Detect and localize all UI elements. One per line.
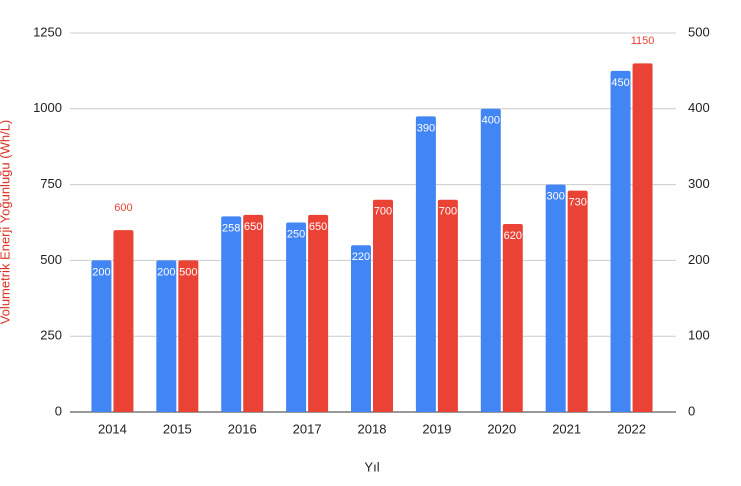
bar (567, 190, 588, 412)
y-tick-label: 250 (40, 328, 62, 343)
x-tick-label: 2017 (293, 421, 322, 436)
bar (178, 260, 199, 412)
y-tick-label: 750 (40, 176, 62, 191)
bar (610, 70, 631, 413)
data-label: 650 (244, 221, 262, 233)
data-label: 220 (352, 251, 370, 263)
x-tick-label: 2015 (163, 421, 192, 436)
bar (113, 230, 134, 412)
bar (156, 260, 177, 412)
data-label: 600 (114, 202, 132, 214)
data-label: 700 (374, 206, 392, 218)
bar (286, 222, 307, 412)
y2-tick-label: 200 (688, 252, 710, 267)
data-label: 258 (222, 222, 240, 234)
bar (415, 116, 436, 412)
bar (221, 216, 242, 412)
bar (502, 224, 523, 412)
bar (545, 184, 566, 412)
x-tick-label: 2014 (98, 421, 127, 436)
bar (437, 199, 458, 412)
x-tick-label: 2019 (422, 421, 451, 436)
y-tick-label: 0 (55, 403, 62, 418)
y2-tick-label: 500 (688, 24, 710, 39)
bar (91, 260, 112, 412)
bar (373, 199, 393, 412)
y2-tick-label: 300 (688, 176, 710, 191)
x-tick-label: 2022 (617, 421, 646, 436)
y-axis-title: Volumetrik Enerji Yoğunluğu (Wh/L) (0, 120, 12, 325)
y2-tick-label: 100 (688, 328, 710, 343)
data-label: 450 (611, 77, 629, 89)
y-tick-label: 1000 (33, 100, 62, 115)
x-axis-title: Yıl (364, 459, 379, 474)
x-tick-label: 2018 (358, 421, 387, 436)
y2-tick-label: 400 (688, 100, 710, 115)
data-label: 390 (417, 122, 435, 134)
bar (308, 214, 329, 412)
data-label: 730 (568, 197, 586, 209)
data-label: 650 (309, 221, 327, 233)
data-label: 400 (482, 115, 500, 127)
bar (243, 214, 264, 412)
data-label: 200 (157, 266, 175, 278)
data-label: 200 (92, 266, 110, 278)
y-tick-label: 1250 (33, 24, 62, 39)
data-label: 500 (179, 266, 197, 278)
x-tick-label: 2016 (228, 421, 257, 436)
x-tick-label: 2020 (487, 421, 516, 436)
data-label: 1150 (631, 35, 655, 47)
data-label: 300 (546, 191, 564, 203)
data-label: 700 (439, 206, 457, 218)
y2-tick-label: 0 (688, 403, 695, 418)
data-label: 250 (287, 228, 305, 240)
y-tick-label: 500 (40, 252, 62, 267)
bar (351, 245, 371, 412)
data-label: 620 (504, 230, 522, 242)
bar (480, 108, 501, 413)
x-tick-label: 2021 (552, 421, 581, 436)
bar (632, 63, 653, 412)
